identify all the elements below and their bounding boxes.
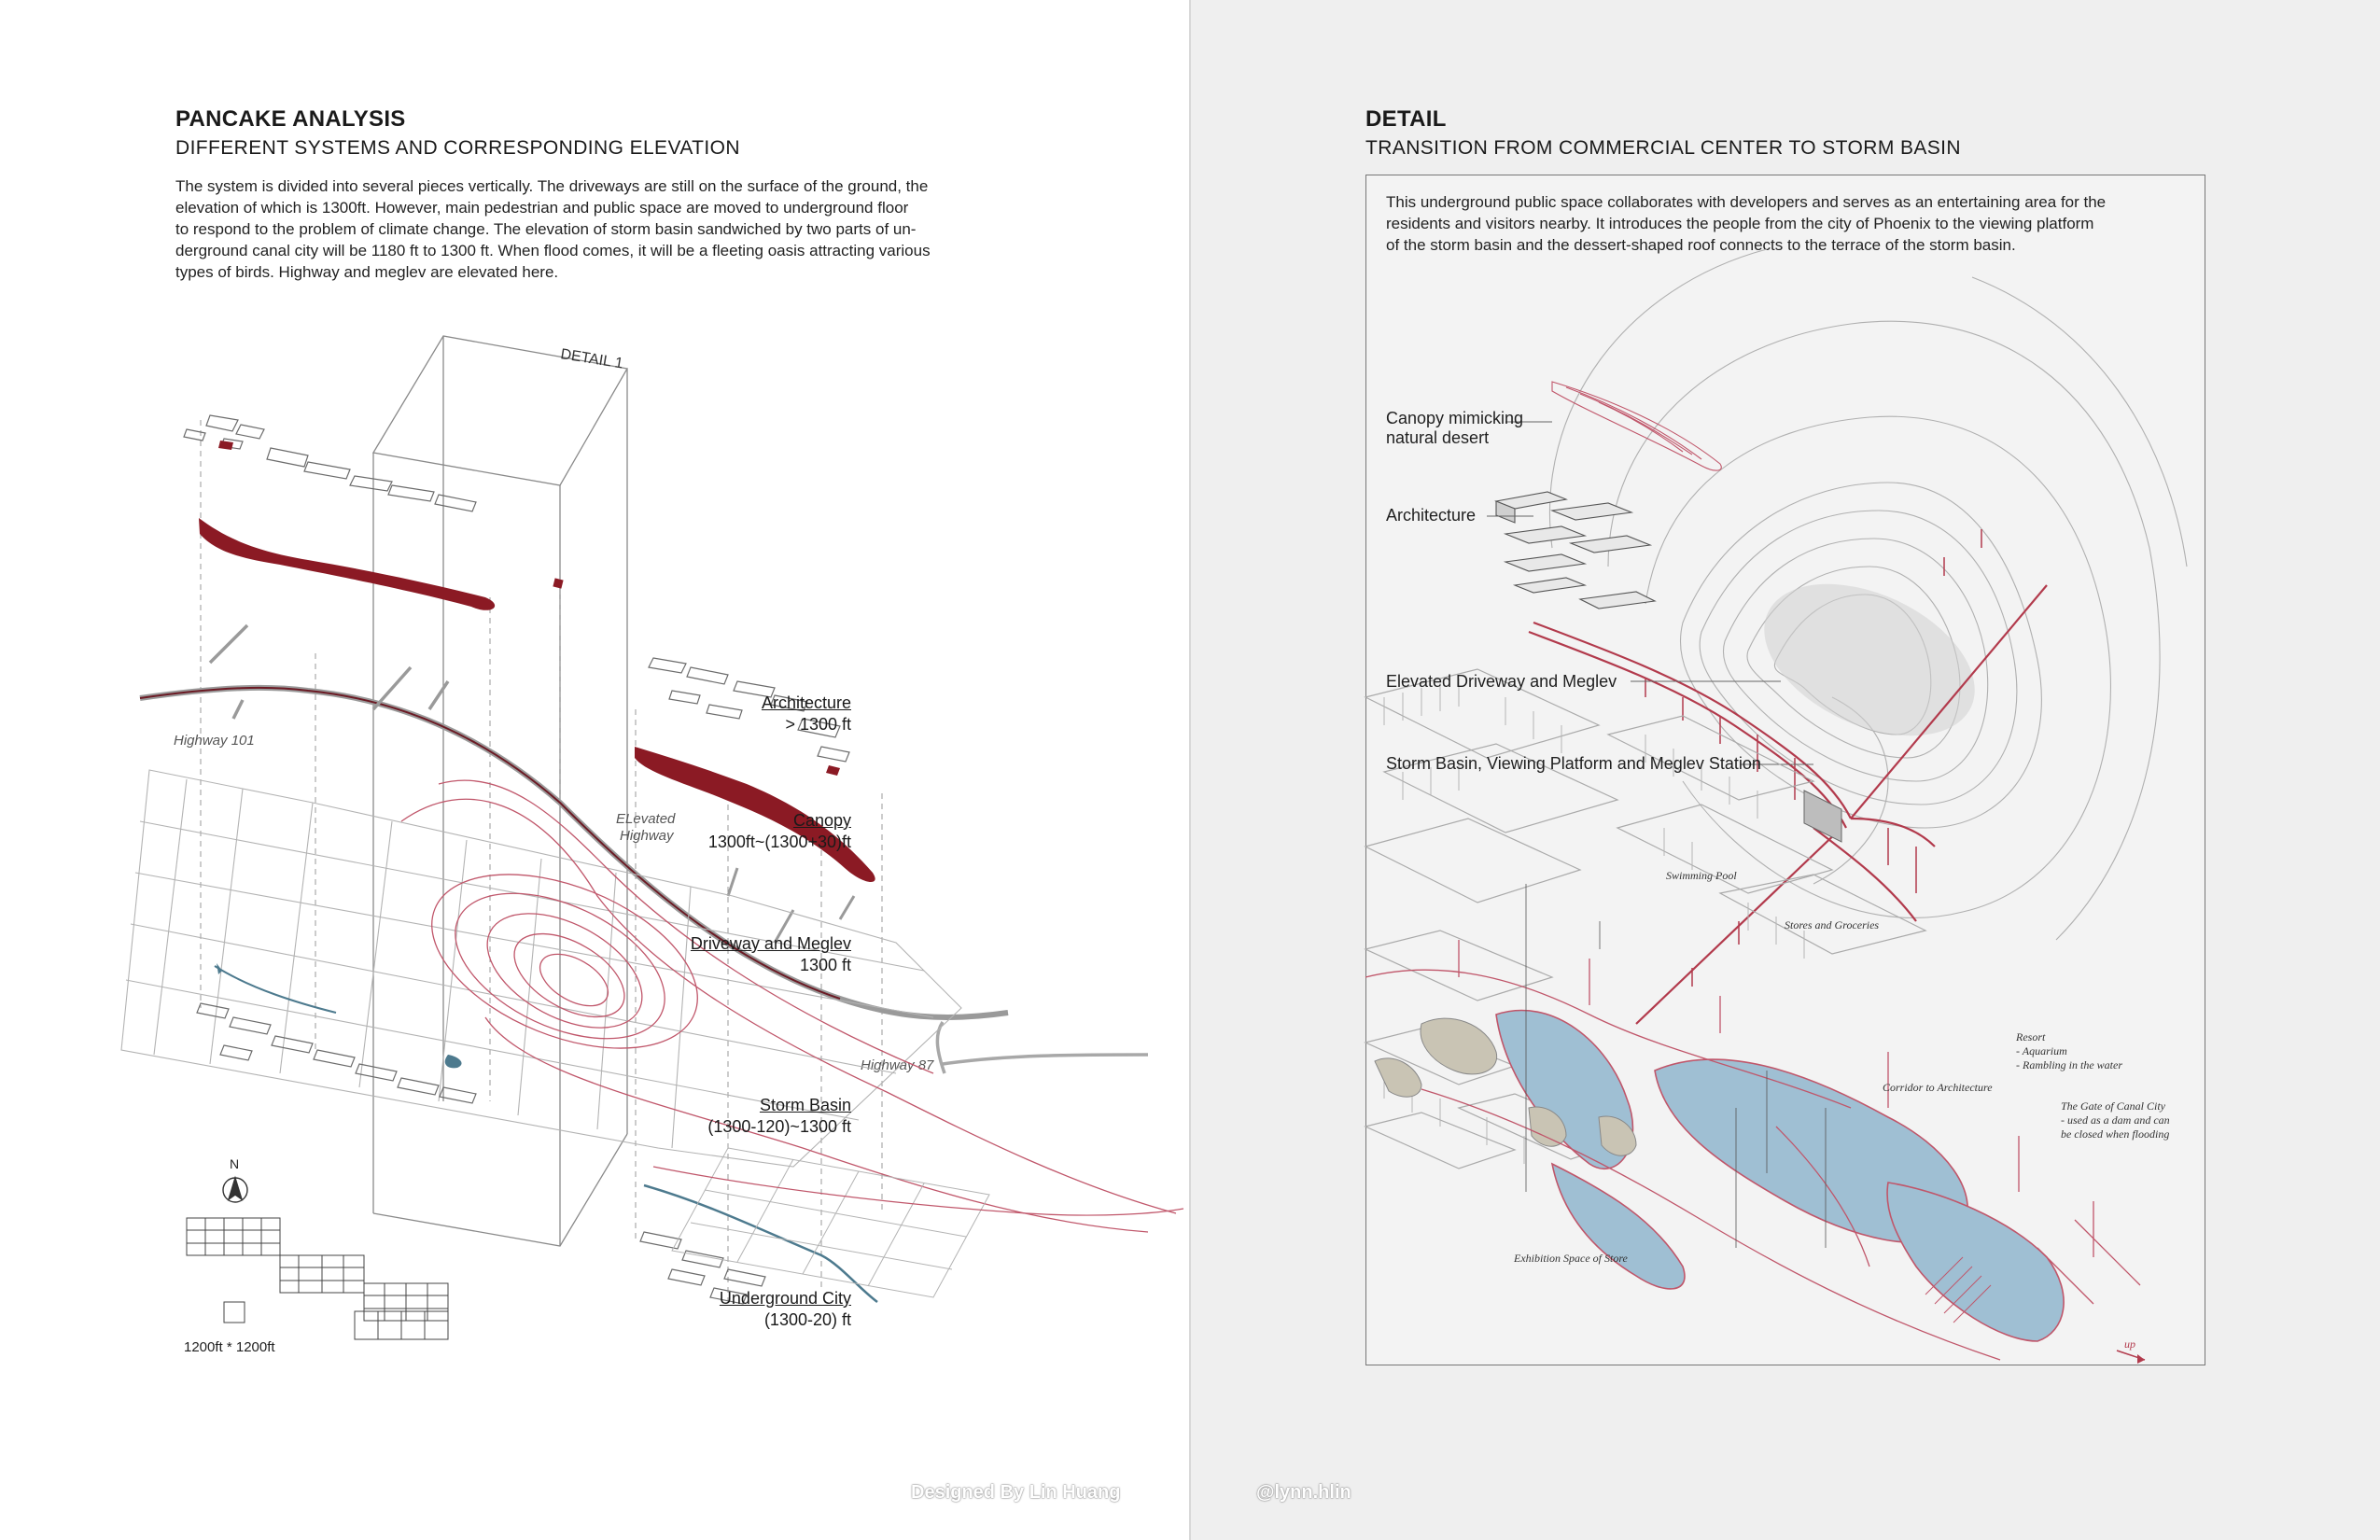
stairs-lines bbox=[1925, 1256, 1992, 1323]
detail-intro-line: residents and visitors nearby. It introd… bbox=[1386, 215, 2094, 232]
note-exhibition: Exhibition Space of Store bbox=[1514, 1252, 1628, 1265]
highway-87-label: Highway 87 bbox=[861, 1057, 934, 1073]
storm-basin-grid bbox=[120, 769, 962, 1168]
canal-lines bbox=[1365, 940, 2141, 1361]
architecture-layer-right bbox=[648, 657, 850, 763]
layer-label-underground-city: Underground City (1300-20) ft bbox=[627, 1288, 851, 1331]
note-gate: The Gate of Canal City - used as a dam a… bbox=[2061, 1099, 2170, 1141]
layer-name: Canopy bbox=[792, 811, 851, 830]
annotation-architecture: Architecture bbox=[1386, 506, 1477, 525]
fence-ticks bbox=[1383, 679, 1805, 1164]
elevated-driveway bbox=[1528, 584, 2048, 1025]
annotation-canopy: Canopy mimicking natural desert bbox=[1386, 409, 1523, 448]
left-body-line: types of birds. Highway and meglev are e… bbox=[175, 263, 559, 281]
city-blocks bbox=[1364, 668, 1927, 1169]
note-resort-line: Resort bbox=[2016, 1030, 2046, 1043]
layer-label-architecture: Architecture > 1300 ft bbox=[665, 693, 851, 735]
note-gate-line: The Gate of Canal City bbox=[2061, 1099, 2165, 1113]
layer-label-driveway: Driveway and Meglev 1300 ft bbox=[627, 933, 851, 976]
layer-elevation: (1300-20) ft bbox=[763, 1310, 851, 1329]
page-fold bbox=[1189, 0, 1191, 1540]
elevated-highway-label: ELevated bbox=[616, 811, 676, 827]
architecture-block bbox=[1494, 491, 1657, 609]
note-resort-line: - Aquarium bbox=[2016, 1044, 2067, 1057]
scale-label: 1200ft * 1200ft bbox=[184, 1339, 275, 1355]
annotation-canopy-line: natural desert bbox=[1386, 428, 1490, 447]
underground-grid bbox=[671, 1147, 990, 1298]
note-gate-line: - used as a dam and can bbox=[2061, 1113, 2170, 1127]
layer-elevation: > 1300 ft bbox=[785, 715, 851, 734]
left-subtitle: DIFFERENT SYSTEMS AND CORRESPONDING ELEV… bbox=[175, 137, 740, 159]
driveway-layer bbox=[139, 623, 1149, 1074]
detail-box-label: DETAIL 1 bbox=[559, 346, 624, 371]
terrace-islands bbox=[1374, 1017, 1637, 1156]
canopy-layer bbox=[199, 518, 496, 610]
detail-intro: This underground public space collaborat… bbox=[1386, 191, 2189, 256]
underground-city-layer-right bbox=[639, 1231, 766, 1305]
detail-box bbox=[371, 335, 629, 1247]
note-resort: Resort - Aquarium - Rambling in the wate… bbox=[2016, 1030, 2122, 1072]
canopy-layer-right bbox=[635, 747, 875, 883]
layer-elevation: 1300 ft bbox=[799, 956, 851, 974]
annotation-storm-basin: Storm Basin, Viewing Platform and Meglev… bbox=[1386, 754, 1761, 773]
water-basins bbox=[1495, 1009, 2065, 1342]
note-stores: Stores and Groceries bbox=[1785, 918, 1880, 931]
designer-credit: Designed By Lin Huang bbox=[911, 1482, 1121, 1503]
detail-intro-line: This underground public space collaborat… bbox=[1386, 193, 2107, 211]
left-body-line: to respond to the problem of climate cha… bbox=[175, 220, 917, 238]
topo-contours bbox=[1548, 248, 2188, 941]
detail-intro-line: of the storm basin and the dessert-shape… bbox=[1386, 236, 2016, 254]
note-up: up bbox=[2124, 1337, 2135, 1351]
note-swimming-pool: Swimming Pool bbox=[1666, 869, 1737, 882]
projection-lines bbox=[200, 420, 883, 1307]
north-arrow bbox=[222, 1175, 248, 1203]
storm-basin-contours bbox=[400, 779, 1177, 1233]
note-leaders bbox=[1525, 884, 1827, 1248]
scale-grid bbox=[186, 1217, 449, 1340]
right-title: DETAIL bbox=[1365, 106, 1447, 132]
north-label: N bbox=[230, 1156, 239, 1171]
layer-elevation: (1300-120)~1300 ft bbox=[707, 1117, 851, 1136]
layer-name: Architecture bbox=[761, 693, 851, 712]
left-title: PANCAKE ANALYSIS bbox=[175, 106, 406, 132]
detail-drawing bbox=[1364, 248, 2188, 1364]
architecture-layer bbox=[183, 414, 477, 512]
layer-name: Driveway and Meglev bbox=[690, 934, 851, 953]
left-body: The system is divided into several piece… bbox=[175, 175, 1034, 283]
note-gate-line: be closed when flooding bbox=[2061, 1127, 2170, 1141]
left-body-line: derground canal city will be 1180 ft to … bbox=[175, 242, 931, 259]
canopy-shape bbox=[1551, 381, 1722, 471]
left-page bbox=[0, 0, 1190, 1540]
note-corridor: Corridor to Architecture bbox=[1883, 1081, 1993, 1094]
annotation-canopy-line: Canopy mimicking bbox=[1386, 409, 1524, 427]
layer-label-canopy: Canopy 1300ft~(1300+30)ft bbox=[646, 810, 851, 853]
layer-elevation: 1300ft~(1300+30)ft bbox=[707, 833, 851, 851]
annotation-elevated-driveway: Elevated Driveway and Meglev bbox=[1386, 672, 1617, 691]
elevated-highway-label: Highway bbox=[620, 828, 675, 844]
layer-name: Storm Basin bbox=[759, 1096, 851, 1114]
layer-label-storm-basin: Storm Basin (1300-120)~1300 ft bbox=[627, 1095, 851, 1138]
social-handle: @lynn.hlin bbox=[1256, 1482, 1351, 1503]
left-body-line: elevation of which is 1300ft. However, m… bbox=[175, 199, 909, 217]
underground-city-layer bbox=[196, 1002, 477, 1104]
pancake-diagram: DETAIL 1 Highway 101 ELevated Highway Hi… bbox=[120, 335, 1184, 1355]
note-resort-line: - Rambling in the water bbox=[2016, 1058, 2122, 1071]
right-subtitle: TRANSITION FROM COMMERCIAL CENTER TO STO… bbox=[1365, 137, 1961, 159]
layer-name: Underground City bbox=[719, 1289, 851, 1308]
architecture-highlight bbox=[218, 441, 233, 450]
highway-101-label: Highway 101 bbox=[174, 733, 255, 749]
left-body-line: The system is divided into several piece… bbox=[175, 177, 929, 195]
